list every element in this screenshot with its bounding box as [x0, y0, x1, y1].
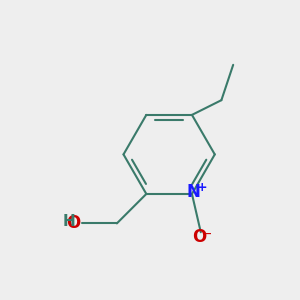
Text: ⁻: ⁻ [204, 230, 212, 244]
Text: +: + [196, 181, 207, 194]
Text: N: N [187, 184, 200, 202]
Text: O: O [66, 214, 80, 232]
Text: O: O [192, 228, 206, 246]
Text: H: H [63, 214, 76, 230]
